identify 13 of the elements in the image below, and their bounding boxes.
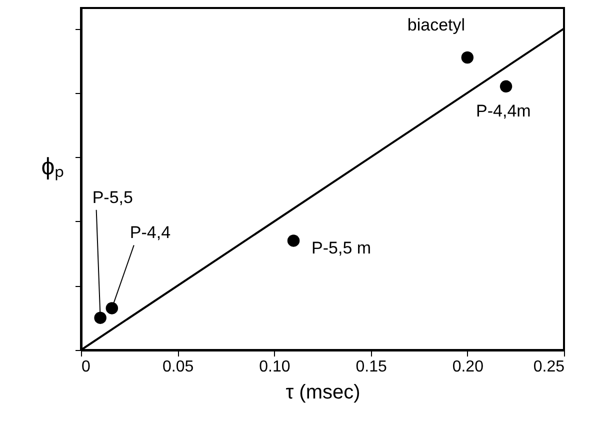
x-tick-label: 0.20 bbox=[452, 358, 484, 376]
x-tick-label: 0.15 bbox=[356, 358, 387, 376]
annotation: biacetyl bbox=[407, 16, 466, 34]
x-tick-label: 0.10 bbox=[259, 358, 290, 376]
x-axis-title: τ (msec) bbox=[286, 382, 360, 404]
annotation: P-5,5 m bbox=[312, 238, 372, 258]
y-axis-title: ϕₚ bbox=[41, 154, 65, 180]
annotation: P-4,4 bbox=[130, 223, 171, 242]
x-tick-label: 0.25 bbox=[533, 358, 565, 376]
annotation: P-5,5 bbox=[92, 188, 133, 207]
x-tick-label: 0.05 bbox=[162, 358, 194, 376]
annotation: P-4,4m bbox=[476, 101, 531, 120]
x-tick-label: 0 bbox=[82, 358, 90, 376]
